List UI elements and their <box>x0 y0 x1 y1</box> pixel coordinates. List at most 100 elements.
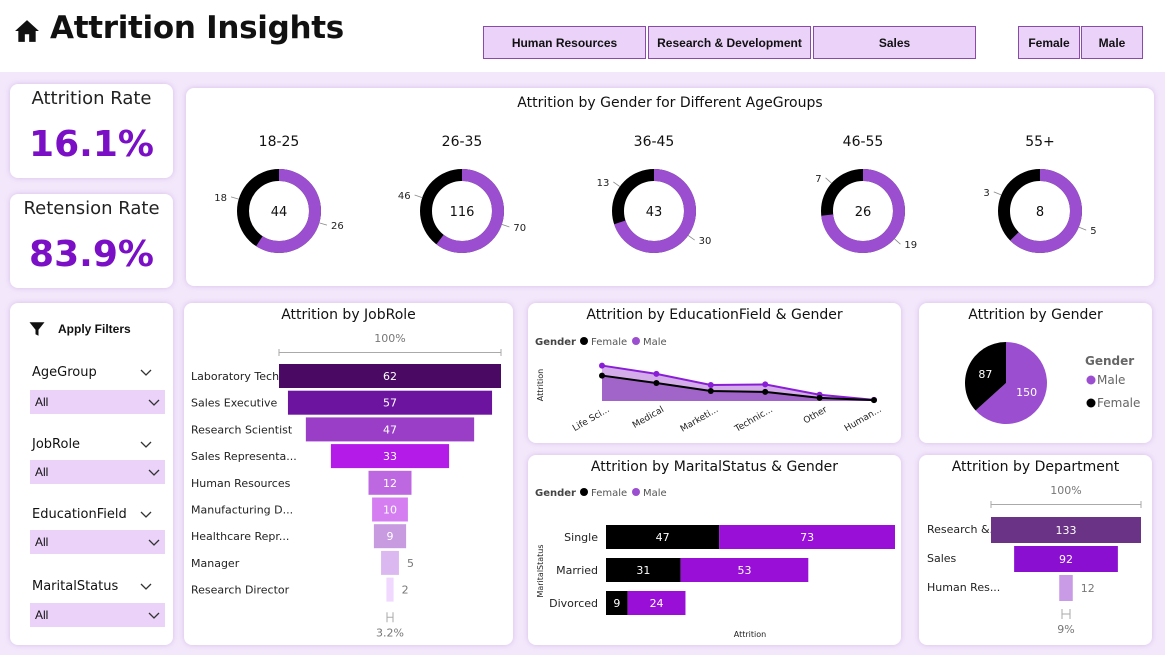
donut-group-label: 55+ <box>1025 134 1055 150</box>
donut-leader-line <box>414 194 423 198</box>
chevron-down-icon[interactable] <box>140 366 152 378</box>
gender-pie-chart: 150 87 Gender Male Female <box>965 342 1140 424</box>
funnel-bottom-bracket <box>386 612 394 623</box>
legend-title: Gender <box>535 488 576 499</box>
retention-rate-label: Retension Rate <box>23 198 160 219</box>
department-slicer-rd[interactable]: Research & Development <box>648 26 811 59</box>
funnel-bar <box>381 550 399 575</box>
legend-marker-female <box>580 337 588 345</box>
bar-female <box>606 591 628 615</box>
donut-male-value: 19 <box>904 240 917 251</box>
bar-male-value: 24 <box>650 597 664 610</box>
chart-title: Attrition by Gender for Different AgeGro… <box>517 95 823 111</box>
funnel-bar <box>330 444 450 469</box>
funnel-top-bracket <box>990 501 1142 508</box>
legend-label-female: Female <box>591 488 627 499</box>
department-slicer-sales[interactable]: Sales <box>813 26 976 59</box>
legend-marker-male <box>632 488 640 496</box>
legend-label-male: Male <box>1097 373 1125 387</box>
department-funnel-card: Attrition by Department 100% Research &..… <box>919 455 1152 645</box>
funnel-category-label: Human Resources <box>191 477 291 490</box>
chevron-down-icon <box>148 539 160 546</box>
donut-leader-line <box>894 238 901 245</box>
bar-category-label: Single <box>564 531 598 544</box>
filter-value: All <box>35 608 49 622</box>
pie-slice-label: 87 <box>978 368 992 381</box>
donut-leader-line <box>993 191 1002 196</box>
funnel-bar <box>1014 546 1118 572</box>
funnel-bottom-label: 9% <box>1057 623 1074 636</box>
filter-label-educationfield: EducationField <box>32 507 127 522</box>
legend-marker-male <box>632 337 640 345</box>
agegroup-donuts-card: Attrition by Gender for Different AgeGro… <box>186 88 1154 286</box>
gender-slicer-male[interactable]: Male <box>1081 26 1143 59</box>
department-slicer-hr[interactable]: Human Resources <box>483 26 646 59</box>
bar-male-value: 73 <box>800 531 814 544</box>
education-area-card: Attrition by EducationField & Gender Gen… <box>528 303 901 443</box>
attrition-rate-label: Attrition Rate <box>31 88 152 109</box>
bar-male <box>719 525 895 549</box>
donut-female-value: 7 <box>815 174 821 185</box>
bar-male-value: 53 <box>737 564 751 577</box>
point-female <box>762 388 769 395</box>
donut-male-arc <box>612 169 696 253</box>
attrition-rate-value: 16.1% <box>29 124 154 165</box>
donut-total-label: 43 <box>646 205 663 220</box>
chart-title: Attrition by Department <box>951 459 1120 475</box>
filter-dropdown-educationfield[interactable]: All <box>30 530 165 554</box>
funnel-category-label: Research Director <box>191 584 290 597</box>
donut-total-label: 116 <box>450 205 475 220</box>
filter-dropdown-jobrole[interactable]: All <box>30 460 165 484</box>
legend-label-female: Female <box>591 337 627 348</box>
filter-value: All <box>35 395 49 409</box>
legend-title: Gender <box>535 337 576 348</box>
jobrole-funnel-card: Attrition by JobRole 100% Laboratory Tech… <box>184 303 513 645</box>
funnel-value-label: 12 <box>383 477 397 490</box>
line-female <box>601 374 875 402</box>
home-icon[interactable] <box>14 18 40 44</box>
donut-leader-line <box>687 235 695 241</box>
funnel-bar <box>279 364 501 388</box>
donut-leader-line <box>613 181 621 187</box>
point-female <box>653 380 660 386</box>
legend-title: Gender <box>1085 354 1134 368</box>
marital-bar-card: Attrition by MaritalStatus & Gender Gend… <box>528 455 901 645</box>
donut-female-value: 18 <box>214 193 227 204</box>
chevron-down-icon[interactable] <box>140 438 152 450</box>
chart-title: Attrition by Gender <box>968 307 1103 323</box>
filter-dropdown-maritalstatus[interactable]: All <box>30 603 165 627</box>
donut-group-label: 26-35 <box>442 134 483 150</box>
x-tick-label: Medical <box>631 405 666 431</box>
x-tick-label: Technic... <box>733 405 775 435</box>
funnel-bar <box>991 517 1141 543</box>
retention-rate-card: Retension Rate 83.9% <box>10 194 173 288</box>
filter-dropdown-agegroup[interactable]: All <box>30 390 165 414</box>
gender-slicer-female[interactable]: Female <box>1018 26 1080 59</box>
chevron-down-icon <box>148 399 160 406</box>
chevron-down-icon[interactable] <box>140 508 152 520</box>
funnel-category-label: Laboratory Tech... <box>191 370 290 383</box>
funnel-bar <box>305 417 475 442</box>
chevron-down-icon <box>148 612 160 619</box>
chart-title: Attrition by EducationField & Gender <box>586 307 843 323</box>
funnel-bottom-label: 3.2% <box>376 626 404 639</box>
bar-category-label: Married <box>556 564 598 577</box>
x-tick-label: Other <box>802 405 829 427</box>
chevron-down-icon[interactable] <box>140 580 152 592</box>
legend-label-male: Male <box>643 488 667 499</box>
x-tick-label: Marketi... <box>679 405 720 435</box>
funnel-value-label: 133 <box>1056 524 1077 537</box>
chart-title: Attrition by JobRole <box>281 307 416 323</box>
bar-male <box>627 591 686 615</box>
funnel-value-label: 47 <box>383 423 397 436</box>
donut-male-arc <box>821 169 905 253</box>
pie-slice <box>975 342 1047 424</box>
education-area-chart: Gender Female Male Attrition Life Sci... Medi… <box>535 337 884 435</box>
funnel-value-label: 10 <box>383 504 397 517</box>
filter-label-agegroup: AgeGroup <box>32 365 97 380</box>
funnel-category-label: Research Scientist <box>191 423 293 436</box>
point-female <box>871 397 877 404</box>
donut-group-label: 18-25 <box>259 134 300 150</box>
bar-female-value: 31 <box>636 564 650 577</box>
bar-male <box>680 558 809 582</box>
